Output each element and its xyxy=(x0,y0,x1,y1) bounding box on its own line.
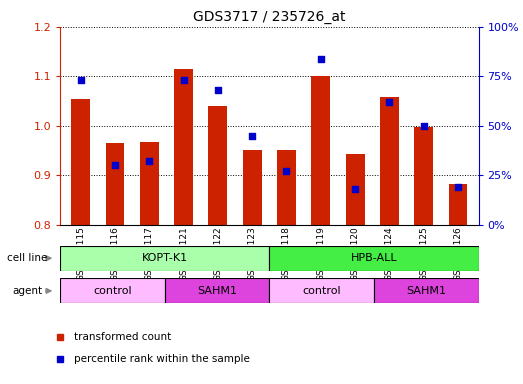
Text: KOPT-K1: KOPT-K1 xyxy=(142,253,188,263)
Bar xyxy=(174,69,193,225)
Title: GDS3717 / 235726_at: GDS3717 / 235726_at xyxy=(193,10,346,25)
Point xyxy=(419,123,428,129)
Bar xyxy=(269,246,479,271)
Bar xyxy=(269,278,374,303)
Bar xyxy=(165,278,269,303)
Bar xyxy=(60,246,269,271)
Point xyxy=(282,168,291,174)
Text: SAHM1: SAHM1 xyxy=(406,286,446,296)
Bar xyxy=(106,143,124,225)
Point xyxy=(454,184,462,190)
Bar xyxy=(140,142,159,225)
Text: percentile rank within the sample: percentile rank within the sample xyxy=(74,354,250,364)
Bar xyxy=(380,97,399,225)
Bar xyxy=(243,151,262,225)
Point xyxy=(351,186,359,192)
Point xyxy=(76,77,85,83)
Text: agent: agent xyxy=(12,286,42,296)
Point xyxy=(385,99,394,105)
Bar xyxy=(277,151,296,225)
Point xyxy=(145,158,153,164)
Point xyxy=(316,55,325,61)
Text: cell line: cell line xyxy=(7,253,47,263)
Point xyxy=(248,132,256,139)
Text: transformed count: transformed count xyxy=(74,331,172,341)
Bar xyxy=(414,127,433,225)
Bar xyxy=(60,278,165,303)
Bar xyxy=(346,154,365,225)
Bar xyxy=(71,99,90,225)
Text: HPB-ALL: HPB-ALL xyxy=(350,253,397,263)
Point xyxy=(214,87,222,93)
Bar xyxy=(449,184,468,225)
Bar xyxy=(311,76,330,225)
Point xyxy=(111,162,119,169)
Bar xyxy=(209,106,228,225)
Point xyxy=(179,77,188,83)
Text: SAHM1: SAHM1 xyxy=(197,286,237,296)
Text: control: control xyxy=(93,286,132,296)
Bar xyxy=(374,278,479,303)
Text: control: control xyxy=(302,286,341,296)
